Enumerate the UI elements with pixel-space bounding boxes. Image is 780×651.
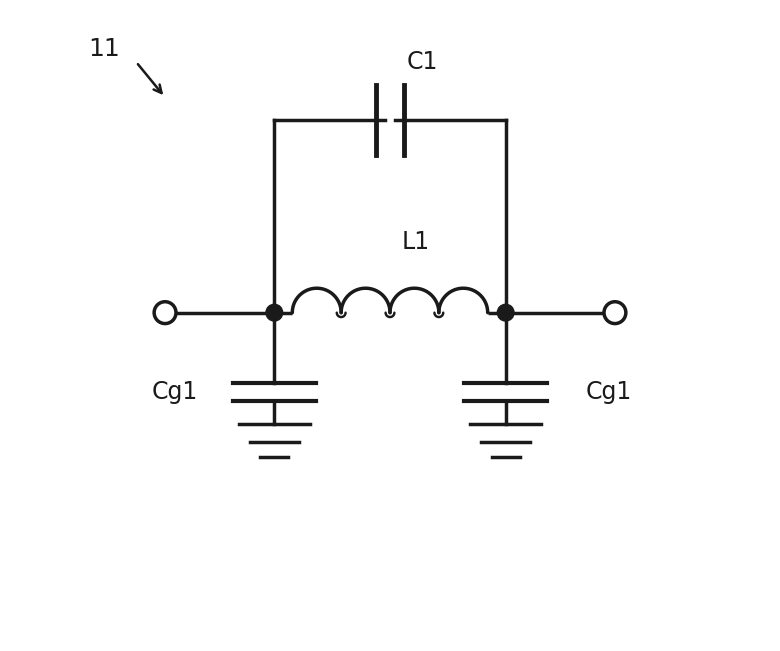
- Text: L1: L1: [402, 230, 430, 254]
- Circle shape: [498, 304, 514, 321]
- Text: Cg1: Cg1: [151, 380, 198, 404]
- Circle shape: [266, 304, 282, 321]
- Text: C1: C1: [406, 50, 438, 74]
- Text: Cg1: Cg1: [585, 380, 632, 404]
- Text: 11: 11: [88, 37, 120, 61]
